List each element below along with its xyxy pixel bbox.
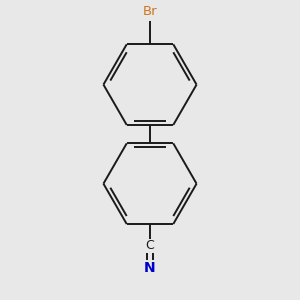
Text: N: N (144, 261, 156, 274)
Text: C: C (146, 239, 154, 252)
Text: Br: Br (143, 5, 157, 18)
